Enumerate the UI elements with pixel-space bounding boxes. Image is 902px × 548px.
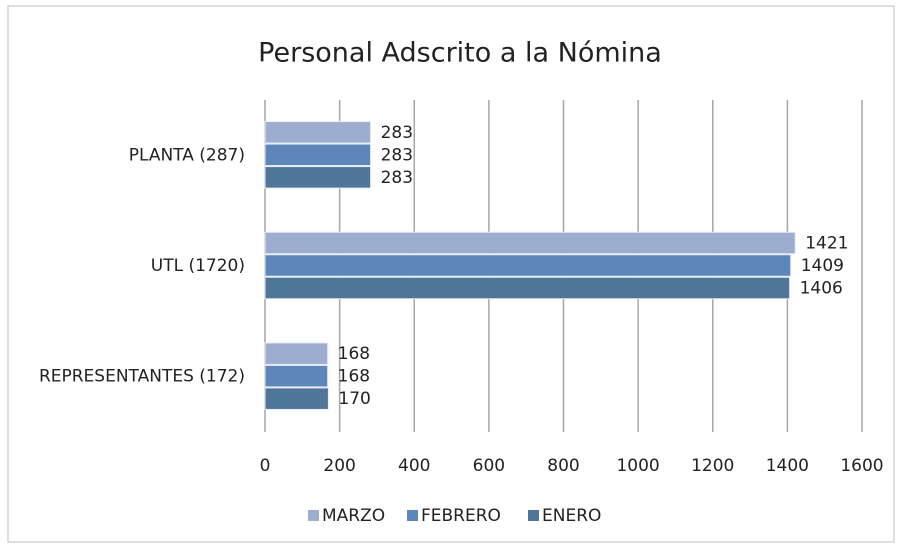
bar	[264, 276, 791, 300]
x-tick-label: 400	[398, 456, 430, 476]
data-label: 168	[338, 344, 370, 364]
bar	[264, 231, 796, 255]
legend-label: FEBRERO	[421, 506, 501, 526]
data-label: 170	[338, 389, 370, 409]
y-tick-label: REPRESENTANTES (172)	[39, 367, 245, 387]
y-tick-label: PLANTA (287)	[129, 145, 245, 165]
bar	[264, 143, 372, 167]
data-label: 1409	[801, 256, 844, 276]
legend-label: MARZO	[322, 506, 385, 526]
x-tick-label: 600	[473, 456, 505, 476]
bar	[264, 254, 792, 277]
legend-label: ENERO	[542, 506, 601, 526]
bar	[264, 387, 329, 410]
x-tick-label: 1400	[766, 456, 809, 476]
x-tick-label: 0	[260, 456, 271, 476]
bar	[264, 342, 329, 365]
data-label: 1421	[805, 234, 848, 254]
legend-swatch	[528, 510, 539, 521]
chart-title: Personal Adscrito a la Nómina	[258, 38, 662, 69]
legend-swatch	[407, 510, 418, 521]
data-label: 283	[381, 123, 413, 143]
data-label: 283	[381, 145, 413, 165]
legend-swatch	[308, 510, 319, 521]
bar	[264, 121, 372, 144]
bar	[264, 364, 329, 388]
y-tick-label: UTL (1720)	[151, 256, 245, 276]
data-label: 1406	[800, 279, 843, 299]
x-tick-label: 800	[547, 456, 579, 476]
x-tick-label: 1200	[691, 456, 734, 476]
data-label: 283	[381, 168, 413, 188]
bar	[264, 166, 372, 189]
x-tick-label: 1600	[840, 456, 883, 476]
data-label: 168	[338, 367, 370, 387]
x-tick-label: 1000	[616, 456, 659, 476]
x-tick-label: 200	[323, 456, 355, 476]
